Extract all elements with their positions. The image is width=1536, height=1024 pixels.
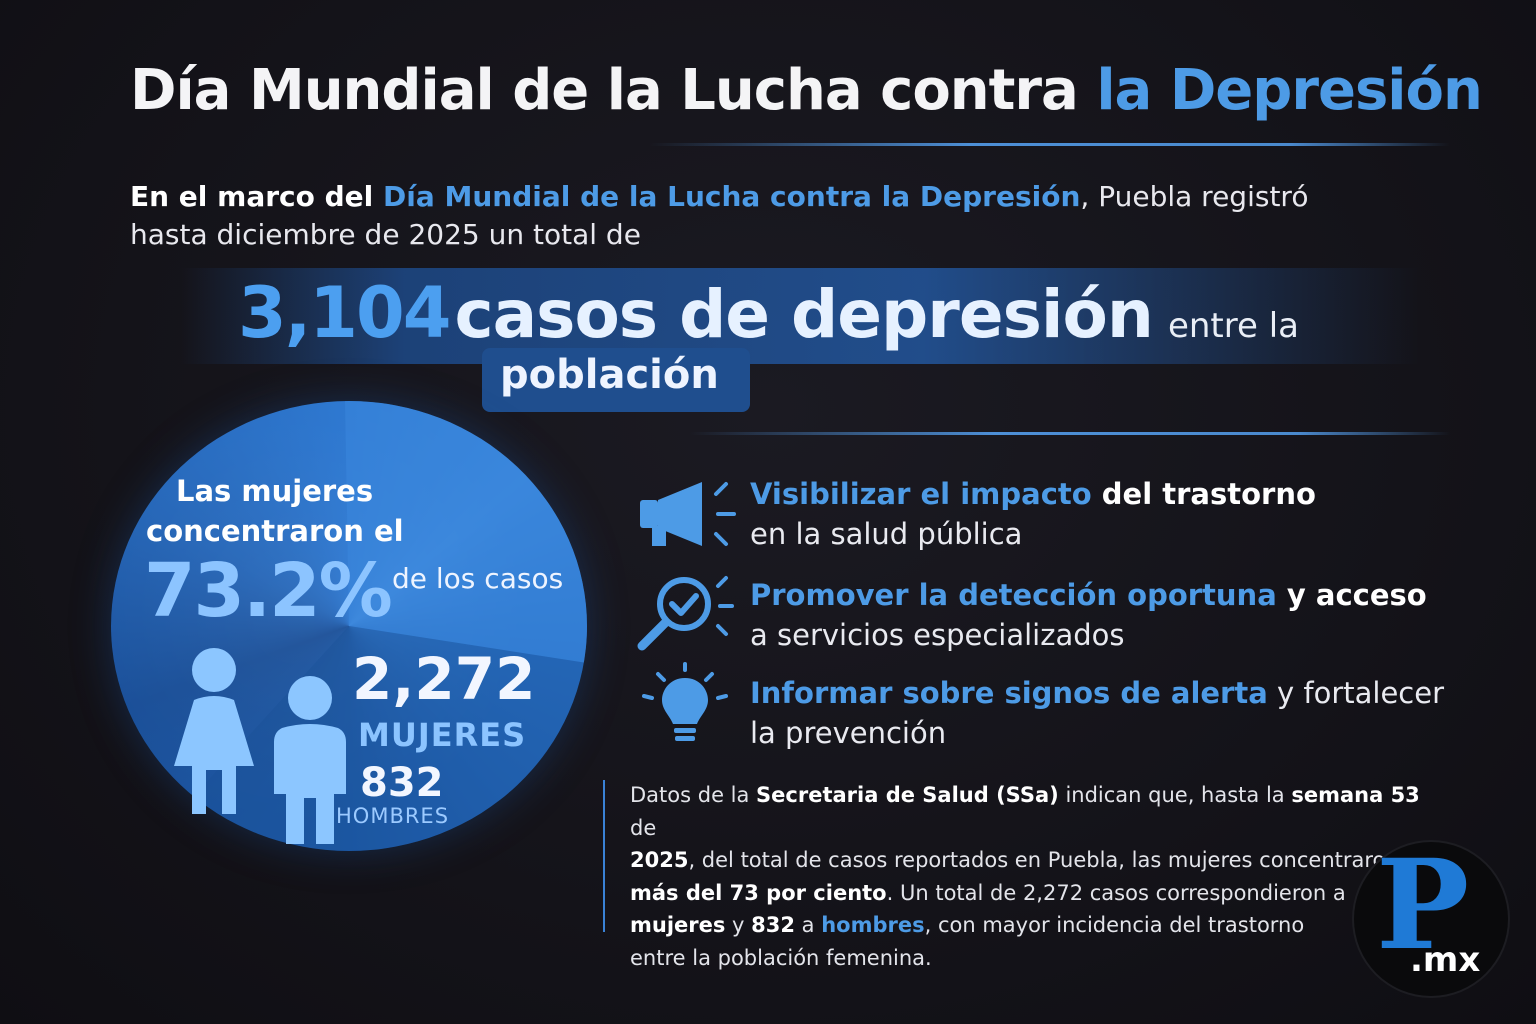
man-icon [274, 676, 346, 844]
pie-label-line2: concentraron el [146, 514, 404, 548]
logo-letter: P [1376, 833, 1470, 978]
headline-number: 3,104 [238, 272, 451, 354]
men-count: 832 [360, 760, 444, 806]
headline-small: entre la [1167, 306, 1299, 346]
item-2-text: Promover la detección oportuna y acceso … [750, 578, 1427, 652]
lightbulb-icon [642, 662, 728, 741]
headline-band [180, 268, 1420, 364]
section-divider [690, 432, 1450, 435]
headline-box [482, 348, 750, 412]
item-1-text: Visibilizar el impacto del trastorno en … [750, 477, 1316, 551]
women-count: 2,272 [352, 645, 536, 713]
of-cases-label: de los casos [392, 562, 564, 595]
woman-icon [174, 648, 254, 814]
women-label: MUJERES [358, 716, 527, 754]
source-paragraph: Datos de la Secretaria de Salud (SSa) in… [630, 783, 1420, 970]
logo-suffix: .mx [1410, 940, 1481, 980]
magnifier-check-icon [637, 576, 734, 651]
headline: 3,104 casos de depresión entre la [238, 272, 1299, 354]
women-percent: 73.2% [144, 548, 393, 634]
intro-text: En el marco del Día Mundial de la Lucha … [130, 180, 1309, 251]
headline-box-text: población [500, 352, 719, 398]
men-label: HOMBRES [336, 804, 450, 828]
title-divider [650, 143, 1450, 146]
megaphone-icon [640, 482, 736, 546]
item-3-text: Informar sobre signos de alerta y fortal… [750, 676, 1445, 750]
logo-badge [1354, 842, 1508, 996]
men-slice [345, 401, 587, 663]
paragraph-bar [603, 780, 605, 932]
pie-label-line1: Las mujeres [176, 474, 374, 508]
title-accent: la Depresión [1096, 58, 1482, 123]
page-title: Día Mundial de la Lucha contra la Depres… [130, 58, 1483, 123]
headline-text: casos de depresión [454, 276, 1154, 353]
